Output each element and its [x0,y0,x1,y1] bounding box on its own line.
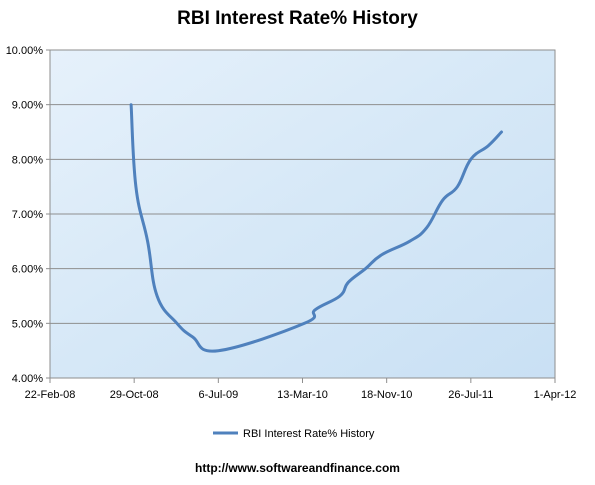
chart-title: RBI Interest Rate% History [177,8,418,29]
x-tick-label: 18-Nov-10 [361,389,412,401]
x-axis: 22-Feb-08 29-Oct-08 6-Jul-09 13-Mar-10 18-No… [25,377,577,401]
x-tick-label: 22-Feb-08 [25,389,76,401]
y-axis: 4.00% 5.00% 6.00% 7.00% 8.00% 9.00% 10.00% [6,45,51,385]
legend-label: RBI Interest Rate% History [243,428,375,440]
y-tick-label: 6.00% [12,264,43,276]
y-tick-label: 10.00% [6,45,44,57]
x-tick-label: 1-Apr-12 [534,389,577,401]
x-tick-label: 26-Jul-11 [448,389,493,401]
y-tick-label: 9.00% [12,100,43,112]
series-group [129,103,503,353]
x-tick-label: 6-Jul-09 [198,389,238,401]
y-tick-label: 7.00% [12,209,43,221]
footer-url: http://www.softwareandfinance.com [195,461,400,475]
x-tick-label: 13-Mar-10 [277,389,328,401]
legend: RBI Interest Rate% History [213,428,375,440]
y-tick-label: 5.00% [12,318,43,330]
y-tick-label: 8.00% [12,154,43,166]
x-tick-label: 29-Oct-08 [110,389,159,401]
series-line [129,103,503,353]
y-tick-label: 4.00% [12,373,43,385]
